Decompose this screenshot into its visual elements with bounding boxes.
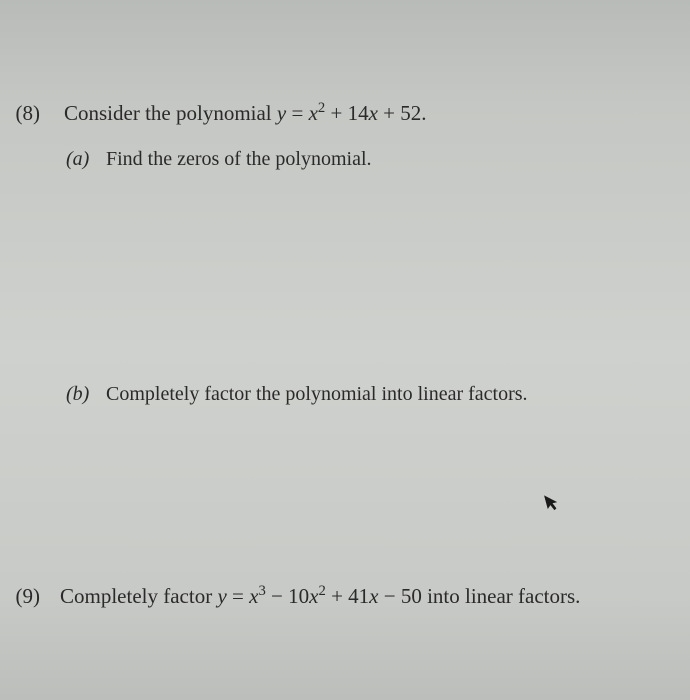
problem-8-rhs-var2: x <box>369 101 378 125</box>
problem-9: (9) Completely factor y = x3 − 10x2 + 41… <box>0 581 690 613</box>
problem-8: (8) Consider the polynomial y = x2 + 14x… <box>0 98 690 541</box>
problem-9-exp1: 3 <box>258 583 265 599</box>
problem-8-equals: = <box>286 101 308 125</box>
problem-9-tail: − 50 into linear factors. <box>378 584 580 608</box>
workspace-8a <box>0 191 690 383</box>
problem-8-number: (8) <box>0 101 40 126</box>
problem-9-header: (9) Completely factor y = x3 − 10x2 + 41… <box>0 581 690 613</box>
problem-9-number: (9) <box>0 584 40 609</box>
problem-9-text: Completely factor y = x3 − 10x2 + 41x − … <box>60 581 580 613</box>
problem-8-rhs-end: + 52. <box>378 101 427 125</box>
problem-8-lhs: y <box>277 101 286 125</box>
problem-8-part-b-label: (b) <box>66 383 92 406</box>
problem-8-header: (8) Consider the polynomial y = x2 + 14x… <box>0 98 690 130</box>
problem-8-intro: Consider the polynomial y = x2 + 14x + 5… <box>64 98 427 130</box>
problem-9-exp2: 2 <box>318 583 325 599</box>
problem-8-rhs-var: x <box>309 101 318 125</box>
problem-9-lhs: y <box>217 584 226 608</box>
problem-8-part-a-text: Find the zeros of the polynomial. <box>106 148 372 171</box>
problem-8-part-a: (a) Find the zeros of the polynomial. <box>66 148 690 171</box>
problem-8-rhs-tail: + 14 <box>325 101 368 125</box>
problem-8-part-a-label: (a) <box>66 148 92 171</box>
problem-8-part-b: (b) Completely factor the polynomial int… <box>66 383 690 406</box>
workspace-8b <box>0 426 690 541</box>
problem-9-mid1: − 10 <box>266 584 309 608</box>
problem-8-prefix: Consider the polynomial <box>64 101 277 125</box>
problem-9-mid2: + 41 <box>326 584 369 608</box>
page-content: (8) Consider the polynomial y = x2 + 14x… <box>0 0 690 612</box>
problem-9-equals: = <box>227 584 249 608</box>
problem-8-part-b-text: Completely factor the polynomial into li… <box>106 383 528 406</box>
problem-9-prefix: Completely factor <box>60 584 217 608</box>
